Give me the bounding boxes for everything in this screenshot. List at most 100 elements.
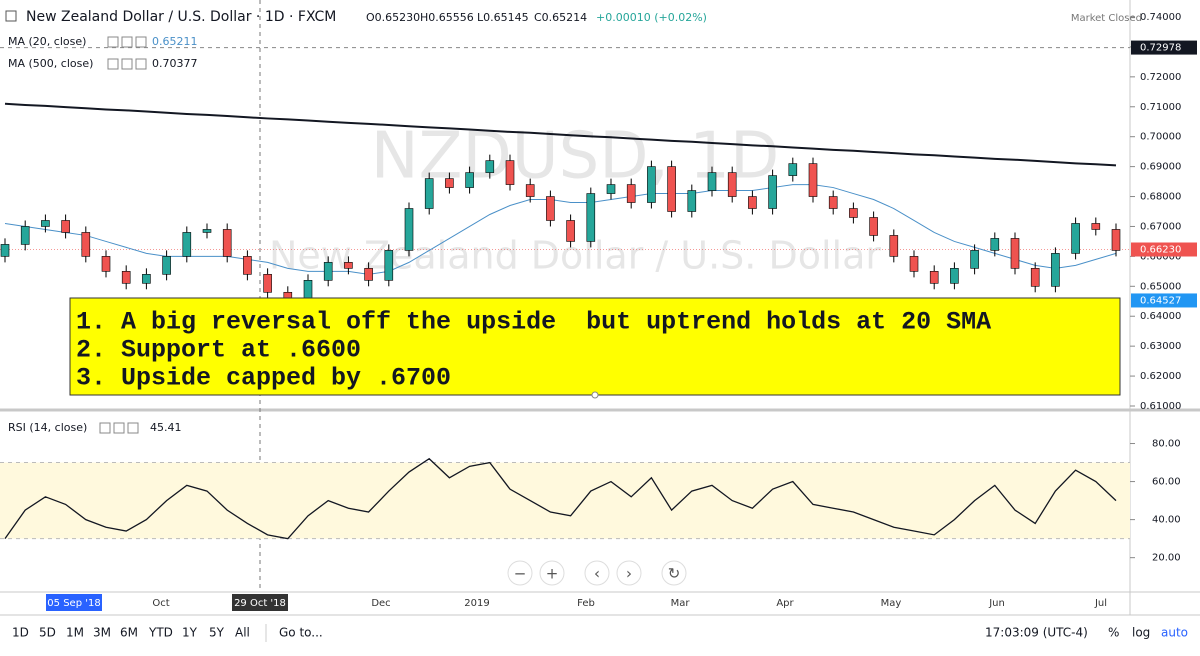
candle-body	[525, 184, 535, 197]
candle-body	[849, 208, 858, 218]
indicator-button[interactable]	[135, 58, 147, 70]
range-button[interactable]: All	[235, 626, 250, 640]
annotation-handle	[591, 391, 599, 399]
indicator-button[interactable]	[135, 36, 147, 48]
zoom-button[interactable]	[584, 560, 610, 586]
indicator-name[interactable]: MA (20, close)	[8, 35, 86, 48]
range-button[interactable]: 1D	[12, 626, 29, 640]
candle-body	[121, 271, 131, 284]
candle-body	[101, 256, 111, 272]
candle-body	[1030, 268, 1040, 287]
range-button[interactable]: 1Y	[182, 626, 198, 640]
candle-body	[768, 175, 777, 209]
time-highlight	[46, 594, 102, 611]
candle-body	[424, 178, 434, 209]
zoom-icon[interactable]: +	[546, 565, 559, 583]
indicator-button[interactable]	[121, 58, 133, 70]
y-tick-label: 80.00	[1152, 439, 1181, 450]
candle-body	[707, 172, 717, 191]
scale-option[interactable]: auto	[1161, 626, 1188, 640]
zoom-icon[interactable]: ↻	[668, 565, 681, 583]
range-button[interactable]: 3M	[93, 626, 111, 640]
goto-button[interactable]: Go to...	[279, 626, 323, 640]
annotation-line: 3. Upside capped by .6700	[76, 364, 451, 393]
zoom-icon[interactable]: −	[514, 565, 527, 583]
candle-body	[606, 184, 616, 194]
candle-body	[566, 220, 575, 242]
change: +0.00010 (+0.02%)	[596, 11, 707, 24]
indicator-button[interactable]	[99, 422, 111, 434]
zoom-icon[interactable]: ›	[626, 565, 632, 583]
candle-body	[990, 238, 1000, 251]
indicator-button[interactable]	[107, 58, 119, 70]
indicator-name[interactable]: RSI (14, close)	[8, 421, 87, 434]
candle-body	[243, 256, 252, 275]
candle-body	[41, 220, 50, 227]
candle-body	[202, 229, 212, 233]
indicator-button[interactable]	[121, 36, 133, 48]
range-button[interactable]: 6M	[120, 626, 138, 640]
zoom-button[interactable]	[616, 560, 642, 586]
candle-body	[1111, 229, 1121, 251]
time-label: 2019	[464, 598, 489, 609]
zoom-button[interactable]	[539, 560, 565, 586]
moving-average	[4, 102, 1117, 167]
candle-body	[626, 184, 636, 203]
time-label: Apr	[776, 598, 794, 609]
zoom-button[interactable]	[507, 560, 533, 586]
candle-body	[505, 160, 515, 185]
ohlc-value: C0.65214	[534, 11, 587, 24]
y-tick-label: 0.67000	[1140, 221, 1181, 232]
y-tick-label: 0.63000	[1140, 341, 1181, 352]
indicator-value: 45.41	[150, 421, 182, 434]
time-label: Jul	[1094, 598, 1107, 609]
price-tag	[1131, 242, 1197, 257]
indicator-button[interactable]	[127, 422, 139, 434]
y-tick-label: 0.69000	[1140, 162, 1181, 173]
candle-body	[182, 232, 192, 257]
time-highlight	[232, 594, 288, 611]
zoom-button[interactable]	[661, 560, 687, 586]
indicator-name[interactable]: MA (500, close)	[8, 57, 93, 70]
y-tick-label: 0.74000	[1140, 12, 1181, 23]
candle-body	[970, 250, 979, 269]
range-button[interactable]: 5Y	[209, 626, 225, 640]
scale-option[interactable]: log	[1132, 626, 1150, 640]
candle-body	[404, 208, 414, 251]
time-label: Oct	[152, 598, 169, 609]
candle-body	[20, 226, 30, 245]
candle-body	[344, 262, 353, 269]
collapse-icon[interactable]	[5, 10, 17, 22]
indicator-button[interactable]	[113, 422, 125, 434]
price-tag-label: 0.66230	[1140, 245, 1181, 256]
range-button[interactable]: 5D	[39, 626, 56, 640]
time-label: Feb	[577, 598, 595, 609]
price-tag	[1131, 40, 1197, 55]
candle-body	[546, 196, 555, 221]
candle-body	[727, 172, 737, 197]
rsi-band	[0, 462, 1130, 539]
candle-body	[1010, 238, 1020, 269]
zoom-icon[interactable]: ‹	[594, 565, 600, 583]
candle-body	[384, 250, 394, 281]
separator: ·	[251, 9, 264, 25]
candle-body	[869, 217, 878, 236]
candle-body	[909, 256, 919, 272]
candle-body	[788, 163, 798, 176]
candle-body	[586, 193, 596, 242]
candle-body	[465, 172, 474, 188]
y-tick-label: 0.72000	[1140, 72, 1181, 83]
clock: 17:03:09 (UTC-4)	[985, 626, 1088, 640]
candle-body	[889, 235, 899, 257]
indicator-button[interactable]	[107, 36, 119, 48]
separator: ·	[285, 9, 298, 25]
y-tick-label: 0.70000	[1140, 132, 1181, 143]
candle-body	[162, 256, 171, 275]
annotation-line: 2. Support at .6600	[76, 336, 361, 365]
candle-body	[950, 268, 959, 284]
range-button[interactable]: YTD	[148, 626, 173, 640]
range-button[interactable]: 1M	[66, 626, 84, 640]
candle-body	[445, 178, 454, 188]
scale-option[interactable]: %	[1108, 626, 1119, 640]
candle-body	[647, 166, 656, 203]
